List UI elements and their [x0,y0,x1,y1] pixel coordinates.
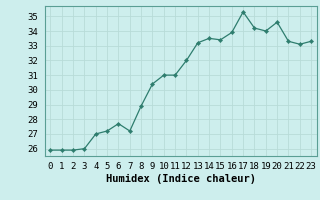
X-axis label: Humidex (Indice chaleur): Humidex (Indice chaleur) [106,174,256,184]
